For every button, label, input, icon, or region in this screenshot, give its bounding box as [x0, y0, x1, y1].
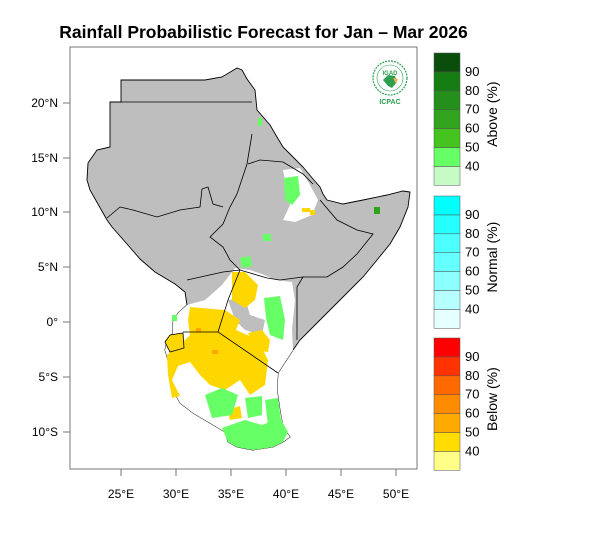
below-60-patch: [212, 350, 218, 354]
above-60-patch: [374, 207, 380, 214]
map-title: Rainfall Probabilistic Forecast for Jan …: [59, 22, 468, 42]
legend-swatch: [433, 128, 461, 148]
legend-swatch: [433, 166, 461, 186]
border-sudan-south-sudan: [106, 186, 224, 219]
legend-swatch: [433, 356, 461, 377]
legend-level-label: 50: [465, 425, 479, 440]
border-uganda-kenya: [217, 269, 279, 374]
legend-swatch: [433, 214, 461, 235]
legend-level-label: 40: [465, 158, 479, 173]
lat-label: 15°N: [31, 151, 58, 165]
below-patch: [248, 330, 270, 352]
legend-title: Above (%): [484, 81, 500, 146]
legend-swatch: [433, 109, 461, 129]
legend-swatch: [433, 337, 461, 358]
below-patch: [232, 272, 258, 308]
legend-level-label: 80: [465, 83, 479, 98]
legend-level-label: 50: [465, 140, 479, 155]
legend-swatch: [433, 233, 461, 253]
lon-label: 35°E: [218, 487, 244, 501]
below-60-areas: [196, 328, 218, 354]
above-patch: [222, 418, 288, 450]
legend-level-label: 60: [465, 264, 479, 279]
below-patch: [302, 208, 310, 212]
legend-level-label: 90: [465, 207, 479, 222]
above-patch: [172, 315, 177, 321]
legend-level-label: 80: [465, 368, 479, 383]
lon-label: 30°E: [163, 487, 189, 501]
legend-swatch: [433, 195, 461, 216]
legends: 40 50 60 70 80 90 Above (%) 40 50 60 70 80 90 Normal …: [433, 52, 500, 471]
lon-label: 40°E: [273, 487, 299, 501]
border-uganda-west: [186, 271, 224, 281]
legend-swatch: [433, 71, 461, 92]
lon-label: 45°E: [328, 487, 354, 501]
legend-swatch: [433, 451, 461, 471]
gray-patch-uganda: [228, 298, 265, 335]
above-patch: [240, 256, 252, 268]
legend-swatch: [433, 271, 461, 291]
above-patch: [245, 396, 262, 418]
logo-text-icpac: ICPAC: [379, 99, 400, 106]
legend-normal: 40 50 60 70 80 90 Normal (%): [433, 195, 500, 329]
border-ethiopia-somalia: [303, 199, 374, 278]
above-patch: [205, 388, 238, 418]
legend-swatch: [433, 375, 461, 395]
lat-label: 10°S: [32, 425, 58, 439]
above-patch: [258, 118, 262, 126]
legend-swatch: [433, 309, 461, 329]
country-borders: [106, 101, 374, 374]
legend-level-label: 70: [465, 102, 479, 117]
legend-level-label: 80: [465, 226, 479, 241]
legend-level-label: 50: [465, 283, 479, 298]
logo-text-igad: IGAD: [383, 71, 399, 77]
legend-level-label: 40: [465, 443, 479, 458]
above-patch: [264, 296, 285, 340]
below-60-patch: [196, 328, 201, 332]
legend-swatch: [433, 147, 461, 167]
legend-title: Below (%): [484, 367, 500, 431]
above-patch: [284, 176, 300, 205]
border-eritrea-ethiopia: [247, 159, 314, 185]
legend-swatch: [433, 413, 461, 433]
legend-level-label: 60: [465, 121, 479, 136]
legend-title: Normal (%): [484, 222, 500, 293]
legend-swatch: [433, 52, 461, 73]
lat-label: 10°N: [31, 205, 58, 219]
lat-label: 5°N: [38, 260, 58, 274]
lat-label: 0°: [47, 315, 59, 329]
legend-level-label: 70: [465, 245, 479, 260]
above-normal-areas: [172, 118, 300, 450]
legend-above: 40 50 60 70 80 90 Above (%): [433, 52, 500, 186]
legend-level-label: 60: [465, 406, 479, 421]
lat-label: 20°N: [31, 96, 58, 110]
legend-below: 40 50 60 70 80 90 Below (%): [433, 337, 500, 471]
border-sudan-ethiopia: [209, 133, 253, 271]
lon-ticks: [120, 469, 397, 476]
lat-label: 5°S: [39, 370, 58, 384]
legend-level-label: 90: [465, 64, 479, 79]
border-kenya-ethiopia: [239, 269, 304, 340]
legend-swatch: [433, 90, 461, 110]
border-rwanda: [164, 332, 185, 353]
legend-level-label: 40: [465, 301, 479, 316]
legend-level-label: 70: [465, 387, 479, 402]
legend-swatch: [433, 394, 461, 414]
legend-swatch: [433, 290, 461, 310]
lon-label: 25°E: [108, 487, 134, 501]
lat-ticks: [63, 102, 70, 433]
below-patch: [310, 210, 315, 215]
icpac-logo: IGAD ICPAC: [372, 60, 408, 106]
above-patch: [265, 398, 281, 425]
legend-level-label: 90: [465, 349, 479, 364]
legend-swatch: [433, 252, 461, 272]
above-patch: [263, 234, 271, 241]
lon-label: 50°E: [383, 487, 409, 501]
legend-swatch: [433, 432, 461, 452]
